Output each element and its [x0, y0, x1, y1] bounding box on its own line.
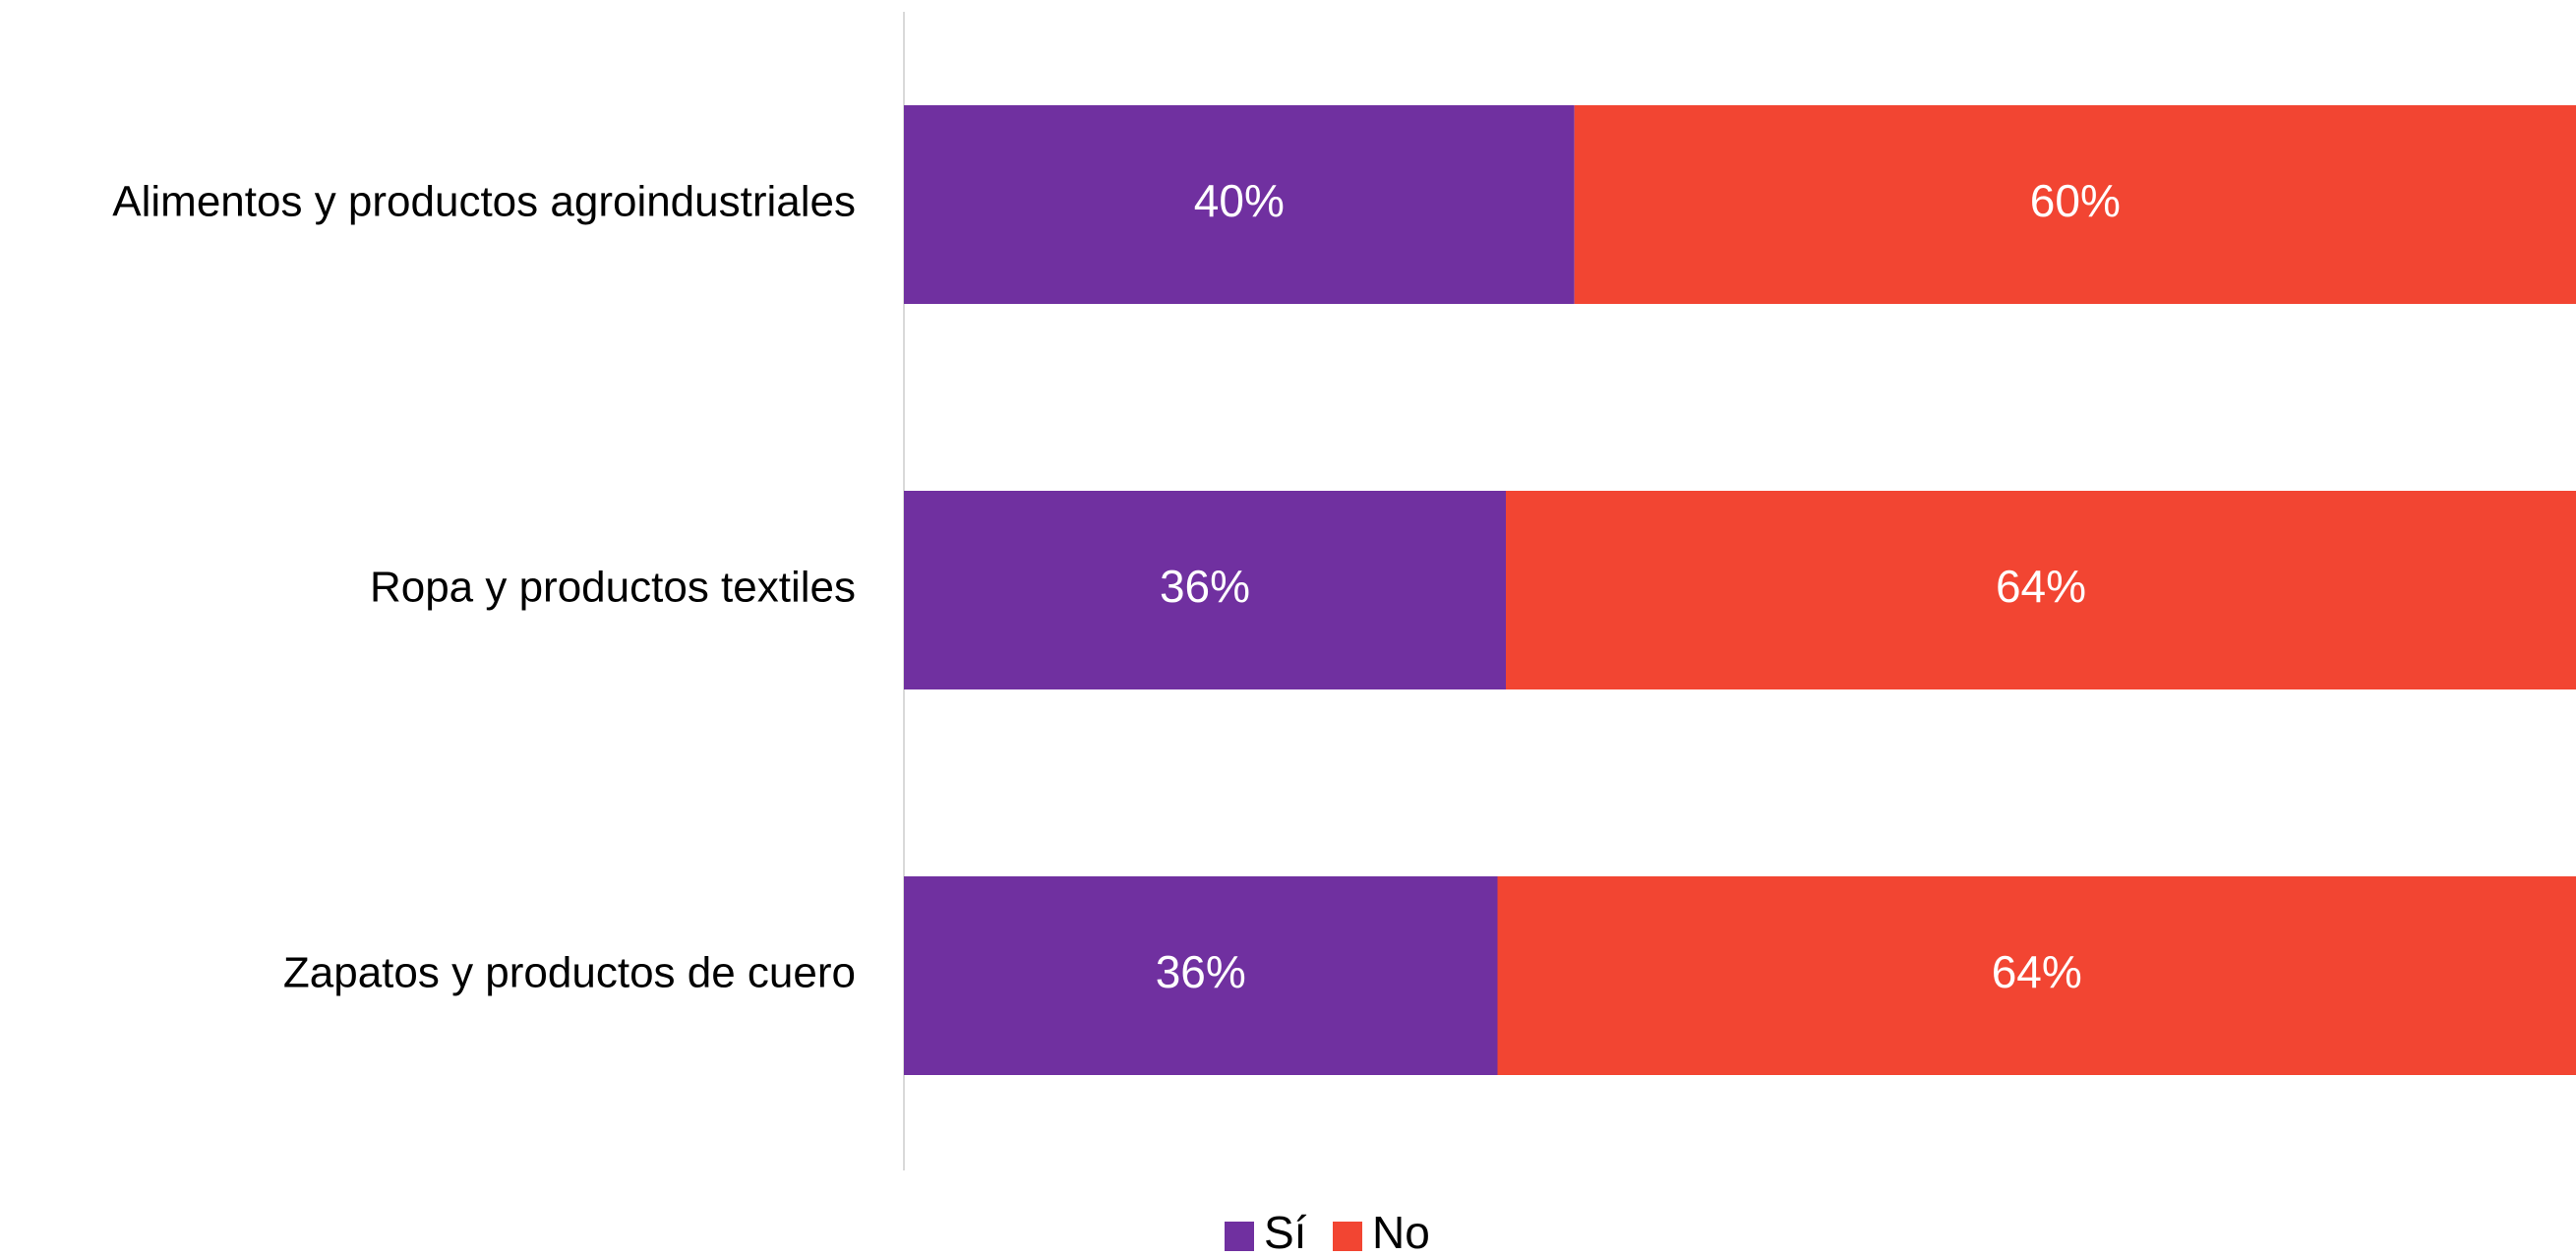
- legend-swatch: [1225, 1222, 1254, 1251]
- data-label: 64%: [1992, 946, 2082, 997]
- category-axis-labels: Alimentos y productos agroindustriales Ro…: [112, 178, 856, 997]
- category-label: Zapatos y productos de cuero: [283, 949, 856, 997]
- bar-segment: [904, 876, 1498, 1075]
- legend: Sí No: [1225, 1207, 1430, 1257]
- bar-segment: [1497, 876, 2576, 1075]
- bar-segment: [904, 105, 1575, 304]
- category-label: Alimentos y productos agroindustriales: [112, 178, 856, 226]
- bar-segment: [904, 491, 1506, 689]
- data-label: 60%: [2030, 175, 2121, 226]
- bar-segment: [1574, 105, 2576, 304]
- plot-area: 40% 60% 36% 64% 36% 64%: [904, 105, 2576, 1075]
- legend-label: No: [1372, 1207, 1430, 1257]
- data-label: 64%: [1996, 561, 2086, 612]
- data-label: 40%: [1194, 175, 1285, 226]
- legend-swatch: [1333, 1222, 1362, 1251]
- category-label: Ropa y productos textiles: [370, 564, 856, 612]
- bar-segment: [1506, 491, 2576, 689]
- legend-label: Sí: [1264, 1207, 1307, 1257]
- data-label: 36%: [1156, 946, 1246, 997]
- data-label: 36%: [1160, 561, 1250, 612]
